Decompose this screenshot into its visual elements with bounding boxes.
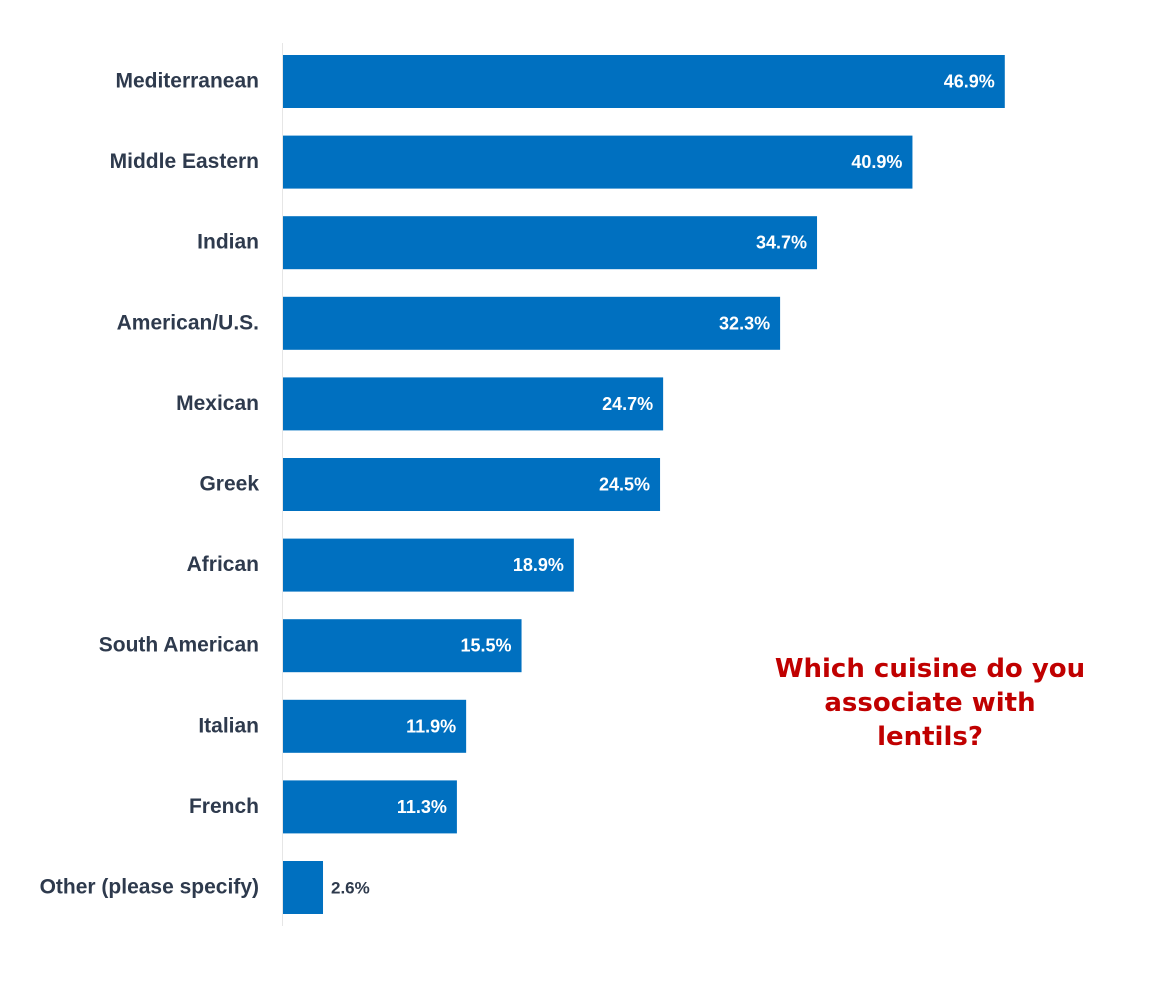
data-label: 15.5% <box>460 636 511 656</box>
data-label: 40.9% <box>851 152 902 172</box>
bar <box>283 538 574 592</box>
category-label: African <box>187 553 259 576</box>
category-label: French <box>189 795 259 818</box>
bar <box>283 619 522 673</box>
category-label: Other (please specify) <box>40 876 259 899</box>
data-label: 11.3% <box>397 797 447 817</box>
category-label: Middle Eastern <box>110 150 259 173</box>
data-label: 18.9% <box>513 555 564 575</box>
category-label: Indian <box>197 231 259 254</box>
data-label: 11.9% <box>406 716 456 736</box>
bar <box>283 861 324 914</box>
bar <box>283 780 457 834</box>
category-label: Greek <box>199 473 259 496</box>
data-label: 46.9% <box>944 72 995 92</box>
data-label: 24.7% <box>602 394 653 414</box>
bar <box>283 699 467 753</box>
category-label: Mexican <box>176 392 259 415</box>
bar <box>283 55 1005 108</box>
bar <box>283 296 781 350</box>
bar <box>283 377 664 431</box>
bar <box>283 216 818 270</box>
category-label: Italian <box>198 714 259 737</box>
data-label: 24.5% <box>599 475 650 495</box>
bar <box>283 135 913 189</box>
bar <box>283 458 661 511</box>
data-label: 2.6% <box>331 879 370 898</box>
category-label: American/U.S. <box>117 311 259 334</box>
chart-title: Which cuisine do you associate with lent… <box>774 654 1086 752</box>
data-label: 32.3% <box>719 313 770 333</box>
data-label: 34.7% <box>756 233 807 253</box>
category-label: Mediterranean <box>115 70 259 93</box>
category-label: South American <box>99 634 259 657</box>
